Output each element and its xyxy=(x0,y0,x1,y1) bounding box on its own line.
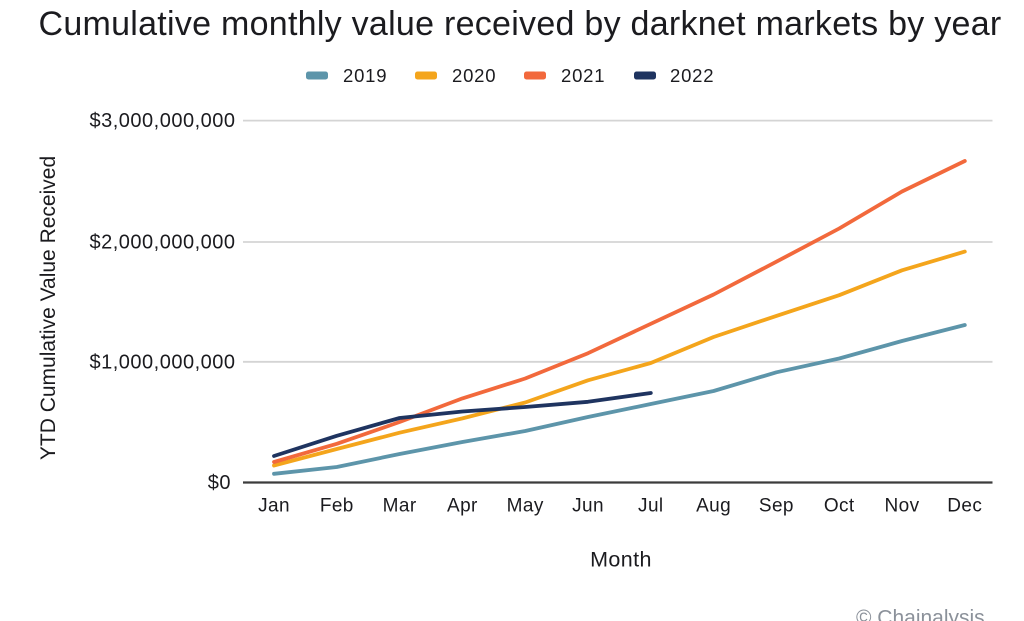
svg-text:Aug: Aug xyxy=(696,496,731,517)
svg-text:May: May xyxy=(507,496,544,517)
svg-text:Oct: Oct xyxy=(824,496,855,517)
svg-text:Sep: Sep xyxy=(759,496,794,517)
svg-text:Apr: Apr xyxy=(447,496,478,517)
svg-text:2019: 2019 xyxy=(343,65,387,86)
svg-text:Month: Month xyxy=(590,548,652,572)
svg-text:Dec: Dec xyxy=(947,496,982,517)
svg-text:$3,000,000,000: $3,000,000,000 xyxy=(89,110,235,132)
svg-text:Jun: Jun xyxy=(572,496,604,517)
svg-text:2020: 2020 xyxy=(452,65,496,86)
svg-text:Cumulative monthly value recei: Cumulative monthly value received by dar… xyxy=(39,5,1002,43)
svg-text:YTD Cumulative Value Received: YTD Cumulative Value Received xyxy=(37,156,60,460)
svg-text:© Chainalysis: © Chainalysis xyxy=(856,607,985,621)
svg-text:$1,000,000,000: $1,000,000,000 xyxy=(89,351,235,373)
svg-text:2022: 2022 xyxy=(670,65,714,86)
svg-text:$2,000,000,000: $2,000,000,000 xyxy=(89,232,235,254)
svg-text:Jul: Jul xyxy=(638,496,664,517)
svg-text:Jan: Jan xyxy=(258,496,290,517)
svg-text:Mar: Mar xyxy=(383,496,417,517)
svg-text:2021: 2021 xyxy=(561,65,605,86)
svg-text:$0: $0 xyxy=(208,472,231,494)
svg-text:Nov: Nov xyxy=(885,496,920,517)
svg-text:Feb: Feb xyxy=(320,496,354,517)
